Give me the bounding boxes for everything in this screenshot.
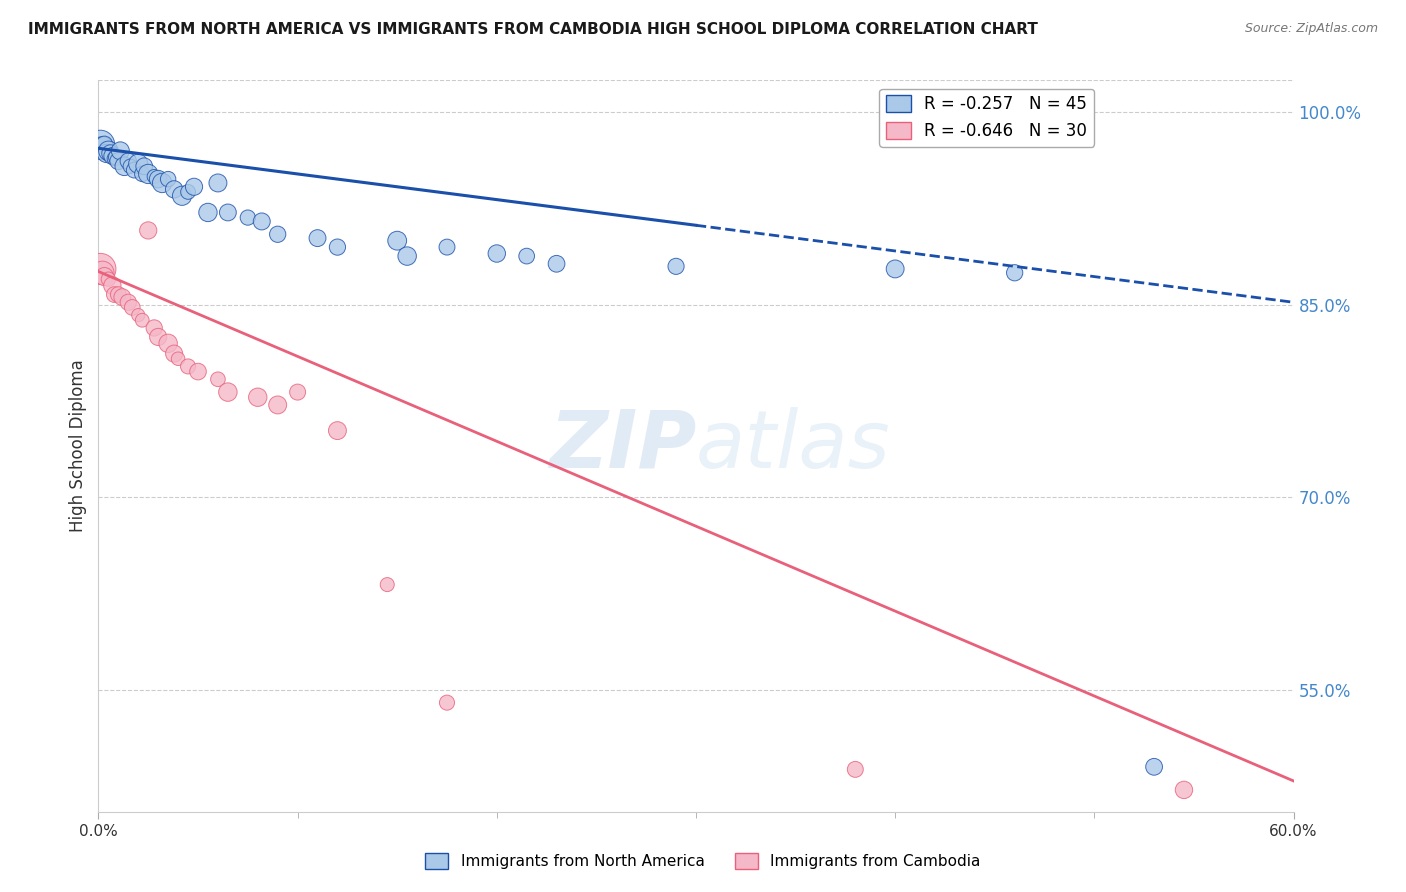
Point: [124, 163, 146, 178]
Point: [396, 249, 419, 263]
Point: [267, 398, 290, 412]
Point: [101, 149, 124, 163]
Point: [91, 266, 114, 280]
Point: [546, 257, 568, 271]
Point: [207, 176, 229, 190]
Point: [131, 313, 153, 327]
Point: [307, 231, 329, 245]
Point: [884, 261, 907, 276]
Point: [844, 763, 866, 777]
Y-axis label: High School Diploma: High School Diploma: [69, 359, 87, 533]
Point: [197, 205, 219, 219]
Point: [163, 346, 186, 360]
Point: [105, 150, 128, 164]
Point: [236, 211, 259, 225]
Point: [100, 146, 122, 161]
Point: [143, 321, 166, 335]
Point: [103, 287, 125, 301]
Point: [148, 172, 170, 186]
Point: [91, 141, 114, 155]
Point: [96, 146, 118, 161]
Point: [436, 696, 458, 710]
Point: [326, 240, 349, 254]
Point: [172, 188, 194, 202]
Point: [157, 336, 180, 351]
Point: [121, 301, 143, 315]
Point: [436, 240, 458, 254]
Text: IMMIGRANTS FROM NORTH AMERICA VS IMMIGRANTS FROM CAMBODIA HIGH SCHOOL DIPLOMA CO: IMMIGRANTS FROM NORTH AMERICA VS IMMIGRA…: [28, 22, 1038, 37]
Point: [136, 167, 159, 181]
Legend: R = -0.257   N = 45, R = -0.646   N = 30: R = -0.257 N = 45, R = -0.646 N = 30: [879, 88, 1094, 146]
Point: [183, 179, 205, 194]
Point: [110, 144, 132, 158]
Point: [217, 385, 239, 400]
Point: [103, 152, 125, 166]
Point: [89, 137, 111, 152]
Text: atlas: atlas: [696, 407, 891, 485]
Text: Source: ZipAtlas.com: Source: ZipAtlas.com: [1244, 22, 1378, 36]
Text: ZIP: ZIP: [548, 407, 696, 485]
Point: [516, 249, 538, 263]
Point: [217, 205, 239, 219]
Point: [131, 167, 153, 181]
Point: [136, 223, 159, 237]
Point: [267, 227, 290, 242]
Point: [127, 308, 149, 322]
Point: [150, 176, 173, 190]
Point: [177, 185, 200, 199]
Point: [385, 234, 409, 248]
Point: [143, 169, 166, 184]
Point: [250, 214, 273, 228]
Point: [97, 144, 120, 158]
Point: [167, 351, 190, 366]
Point: [101, 278, 124, 293]
Point: [134, 159, 156, 173]
Point: [177, 359, 200, 374]
Point: [120, 159, 142, 173]
Point: [112, 159, 135, 173]
Point: [1143, 760, 1166, 774]
Point: [187, 365, 209, 379]
Point: [1173, 783, 1195, 797]
Point: [375, 577, 398, 591]
Point: [163, 182, 186, 196]
Point: [148, 330, 170, 344]
Point: [117, 154, 139, 169]
Point: [107, 287, 129, 301]
Point: [485, 246, 508, 260]
Point: [89, 261, 111, 276]
Point: [157, 172, 180, 186]
Point: [246, 390, 269, 404]
Point: [287, 385, 309, 400]
Point: [127, 157, 149, 171]
Point: [93, 137, 115, 152]
Point: [1004, 266, 1026, 280]
Point: [207, 372, 229, 386]
Point: [665, 260, 688, 274]
Point: [93, 269, 115, 284]
Point: [117, 295, 139, 310]
Point: [107, 154, 129, 169]
Legend: Immigrants from North America, Immigrants from Cambodia: Immigrants from North America, Immigrant…: [419, 847, 987, 875]
Point: [326, 424, 349, 438]
Point: [111, 290, 134, 304]
Point: [97, 272, 120, 286]
